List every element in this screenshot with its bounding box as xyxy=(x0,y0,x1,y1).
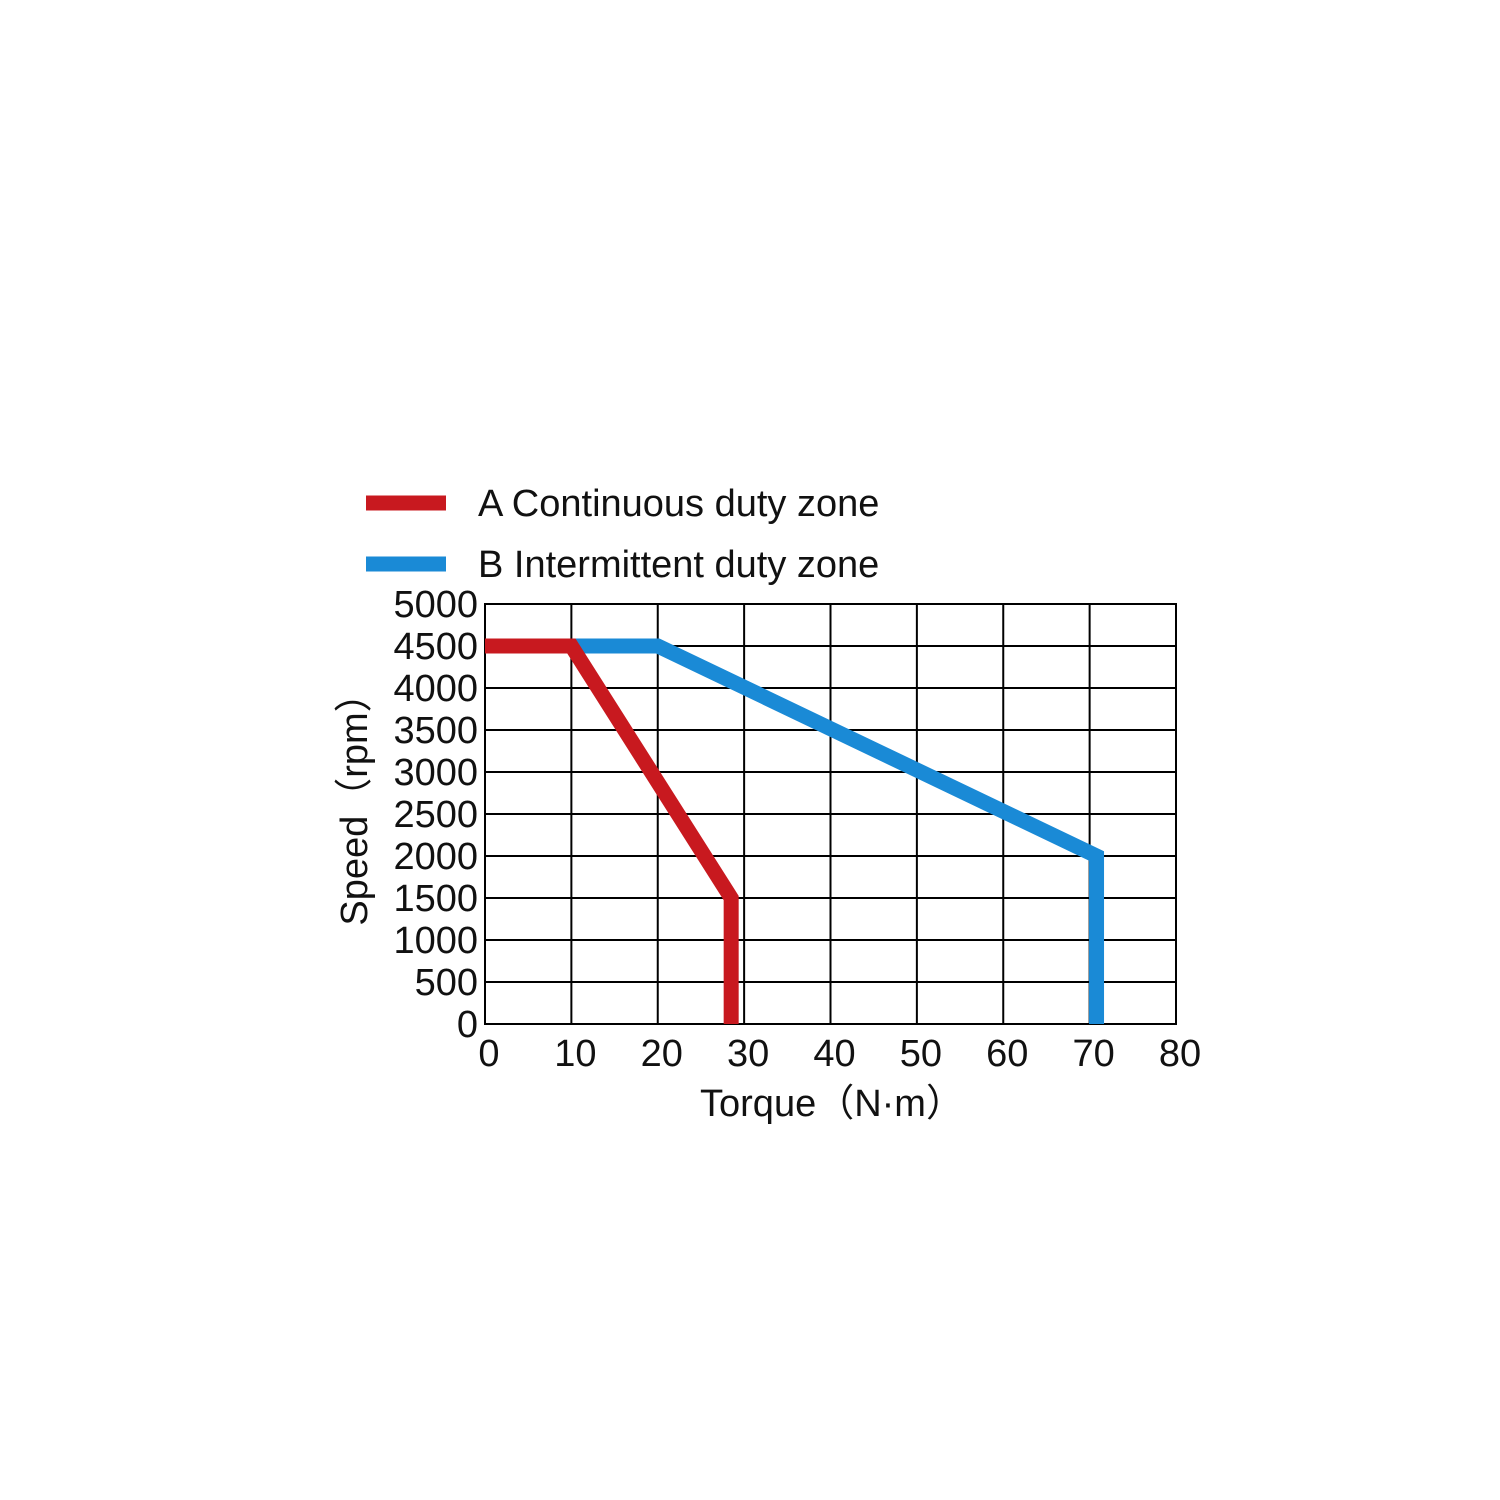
x-tick-label: 70 xyxy=(1072,1033,1114,1075)
legend-label-a: A Continuous duty zone xyxy=(478,483,879,525)
x-tick-label: 60 xyxy=(986,1033,1028,1075)
series-line-b xyxy=(571,638,1105,1024)
x-tick-label: 50 xyxy=(900,1033,942,1075)
x-tick-label: 80 xyxy=(1159,1033,1201,1075)
x-tick-label: 20 xyxy=(641,1033,683,1075)
grid xyxy=(484,603,1177,1025)
plot-frame xyxy=(484,603,1177,1025)
y-axis-label: Speed（rpm） xyxy=(334,674,376,925)
y-tick-label: 5000 xyxy=(393,584,478,626)
y-tick-label: 2500 xyxy=(393,794,478,836)
y-tick-label: 3000 xyxy=(393,752,478,794)
legend-label-b: B Intermittent duty zone xyxy=(478,544,879,586)
tick-labels: 0 10 20 30 40 50 60 70 80 05001000150020002500300… xyxy=(393,584,1201,1075)
x-axis-label: Torque（N·m） xyxy=(700,1083,964,1125)
x-tick-label: 30 xyxy=(727,1033,769,1075)
y-tick-label: 3500 xyxy=(393,710,478,752)
y-tick-label: 0 xyxy=(457,1004,478,1046)
x-tick-label: 10 xyxy=(554,1033,596,1075)
x-tick-label: 0 xyxy=(478,1033,499,1075)
y-tick-label: 4000 xyxy=(393,668,478,710)
y-tick-label: 500 xyxy=(415,962,478,1004)
series-lines xyxy=(485,638,1105,1024)
y-tick-label: 1500 xyxy=(393,878,478,920)
y-tick-label: 4500 xyxy=(393,626,478,668)
x-tick-label: 40 xyxy=(813,1033,855,1075)
legend: A Continuous duty zone B Intermittent dut… xyxy=(366,483,879,586)
y-tick-label: 1000 xyxy=(393,920,478,962)
series-line-a xyxy=(485,638,739,1024)
y-tick-label: 2000 xyxy=(393,836,478,878)
